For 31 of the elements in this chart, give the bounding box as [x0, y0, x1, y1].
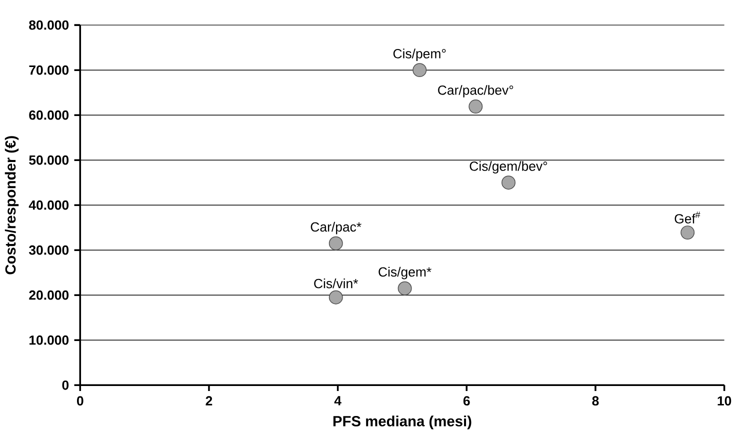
point [328, 290, 343, 304]
point [468, 99, 483, 114]
annotation: Cis/pem° [393, 48, 446, 61]
annotation: Cis/gem* [378, 266, 432, 280]
y-axis-title: Costo/responder (€) [4, 136, 19, 274]
point [412, 63, 427, 77]
annotation: Cis/gem/bev° [470, 161, 548, 174]
x-tick-label: 2 [206, 396, 212, 406]
annotation: Gef$^{#}$ [674, 212, 700, 224]
point [502, 176, 516, 190]
y-tick-label: 10.000 [29, 335, 69, 345]
x-tick-label: 4 [334, 396, 342, 406]
y-tick-label: 30.000 [28, 245, 69, 255]
annotation: Cis/vin* [314, 278, 358, 288]
point [680, 225, 695, 240]
point [328, 236, 343, 250]
y-tick-label: 50.000 [29, 155, 69, 165]
x-axis-title: PFS mediana (mesi) [333, 416, 472, 430]
y-tick-label: 70.000 [29, 65, 69, 75]
annotation: Car/pac* [310, 222, 362, 234]
y-tick-label: 80.000 [29, 20, 69, 30]
x-tick-label: 8 [592, 396, 599, 406]
y-tick-label: 20.000 [29, 290, 69, 300]
annotation: Car/pac/bev° [438, 85, 514, 98]
x-tick-label: 10 [718, 396, 732, 406]
y-tick-label: 0 [62, 380, 69, 390]
x-tick-label: 6 [463, 396, 470, 406]
y-tick-label: 40.000 [28, 200, 69, 210]
point [398, 281, 412, 296]
x-tick-label: 0 [77, 396, 84, 406]
y-tick-label: 60.000 [29, 110, 69, 120]
